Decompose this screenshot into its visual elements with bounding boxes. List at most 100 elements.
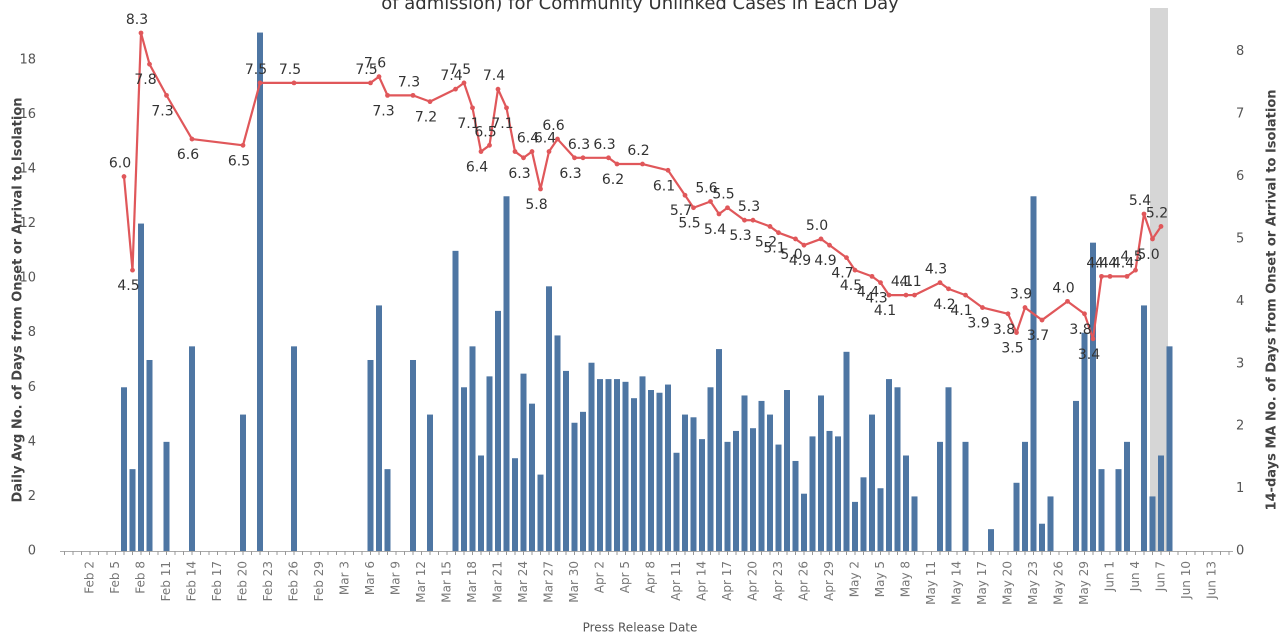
- line-point: [487, 142, 492, 148]
- line-point: [742, 217, 747, 223]
- line-point: [580, 155, 586, 161]
- line-segment: [165, 94, 193, 140]
- data-label: 6.6: [542, 118, 564, 134]
- bar: [546, 286, 552, 551]
- line-point: [385, 92, 390, 98]
- data-label: 7.5: [355, 62, 377, 78]
- bar: [1013, 482, 1020, 551]
- x-tick-label: Apr 23: [771, 561, 785, 601]
- line-point: [844, 255, 849, 261]
- line-segment: [471, 107, 483, 152]
- line-segment: [726, 206, 746, 222]
- y-tick-label: 4: [28, 434, 36, 449]
- bar: [639, 376, 646, 551]
- line-segment: [191, 137, 244, 147]
- line-segment: [845, 257, 856, 271]
- bar: [648, 390, 654, 551]
- bar: [1124, 441, 1130, 551]
- x-tick-label: Feb 14: [185, 561, 199, 601]
- bar: [835, 436, 841, 551]
- y-tick-label: 12: [19, 216, 36, 231]
- bar: [656, 392, 663, 551]
- data-label: 6.3: [559, 166, 581, 182]
- data-label: 7.5: [245, 62, 267, 78]
- x-tick-label: Feb 11: [159, 561, 173, 601]
- data-label: 4.3: [865, 291, 887, 307]
- data-label: 6.3: [508, 166, 530, 182]
- data-label: 7.1: [457, 116, 479, 132]
- data-label: 4.1: [950, 303, 972, 319]
- x-tick-label: Jun 13: [1205, 561, 1219, 600]
- x-tick-label: Mar 6: [363, 561, 377, 595]
- data-label: 5.1: [763, 241, 785, 257]
- y2-tick-label: 4: [1236, 294, 1244, 309]
- data-label: 5.2: [1146, 205, 1168, 221]
- line-segment: [1091, 276, 1103, 339]
- highlight-band: [1150, 8, 1168, 551]
- line-point: [946, 286, 951, 292]
- line-point: [665, 167, 671, 173]
- x-tick-label: Mar 12: [414, 561, 428, 603]
- line-point: [546, 149, 552, 154]
- data-label: 4.1: [874, 303, 896, 319]
- bar: [410, 359, 416, 551]
- line-point: [776, 230, 781, 236]
- data-label: 4.5: [840, 278, 862, 294]
- data-label: 3.4: [1078, 347, 1100, 363]
- bar: [163, 441, 170, 551]
- bar: [1141, 305, 1147, 551]
- bar: [257, 32, 263, 551]
- bar: [937, 441, 943, 551]
- line-point: [886, 292, 892, 298]
- bar: [512, 458, 518, 551]
- line-segment: [148, 63, 168, 96]
- bar: [478, 455, 484, 551]
- bar: [869, 414, 875, 551]
- bar: [367, 359, 374, 551]
- line-point: [1039, 317, 1045, 323]
- data-label: 6.4: [466, 160, 488, 176]
- line-segment: [548, 138, 559, 153]
- y-tick-label: 2: [28, 489, 36, 504]
- data-label: 7.4: [440, 68, 462, 84]
- line-point: [1065, 298, 1070, 304]
- bar: [945, 387, 952, 551]
- data-label: 8.3: [126, 12, 148, 28]
- line-segment: [1015, 307, 1027, 333]
- bar: [614, 379, 620, 551]
- line-segment: [854, 269, 873, 278]
- line-point: [121, 174, 127, 179]
- data-label: 3.5: [1001, 341, 1023, 357]
- x-tick-label: Apr 2: [593, 561, 607, 593]
- bar: [461, 387, 467, 551]
- line-point: [461, 80, 467, 86]
- bar: [427, 414, 433, 551]
- line-segment: [377, 76, 389, 96]
- bar: [452, 250, 459, 551]
- line-point: [725, 205, 730, 211]
- bar: [1090, 242, 1096, 551]
- bar: [1022, 441, 1028, 551]
- data-label: 6.4: [517, 131, 539, 147]
- line-segment: [1134, 213, 1146, 271]
- x-tick-label: Apr 29: [822, 561, 836, 601]
- line-point: [750, 217, 756, 223]
- y2-tick-label: 3: [1236, 356, 1244, 371]
- bar: [189, 346, 195, 551]
- line-segment: [1151, 225, 1162, 240]
- bar: [129, 469, 136, 551]
- bar: [376, 305, 382, 551]
- data-label: 4.4: [857, 284, 879, 300]
- line-point: [793, 236, 798, 242]
- data-label: 5.2: [755, 234, 777, 250]
- line-point: [801, 242, 807, 248]
- line-point: [376, 74, 382, 80]
- line-point: [470, 105, 475, 111]
- line-point: [512, 149, 518, 154]
- data-label: 4.2: [933, 297, 955, 313]
- bar: [571, 422, 578, 551]
- data-label: 7.5: [279, 62, 301, 78]
- bar: [826, 430, 833, 551]
- bar: [1030, 196, 1037, 552]
- data-label: 4.9: [814, 253, 836, 269]
